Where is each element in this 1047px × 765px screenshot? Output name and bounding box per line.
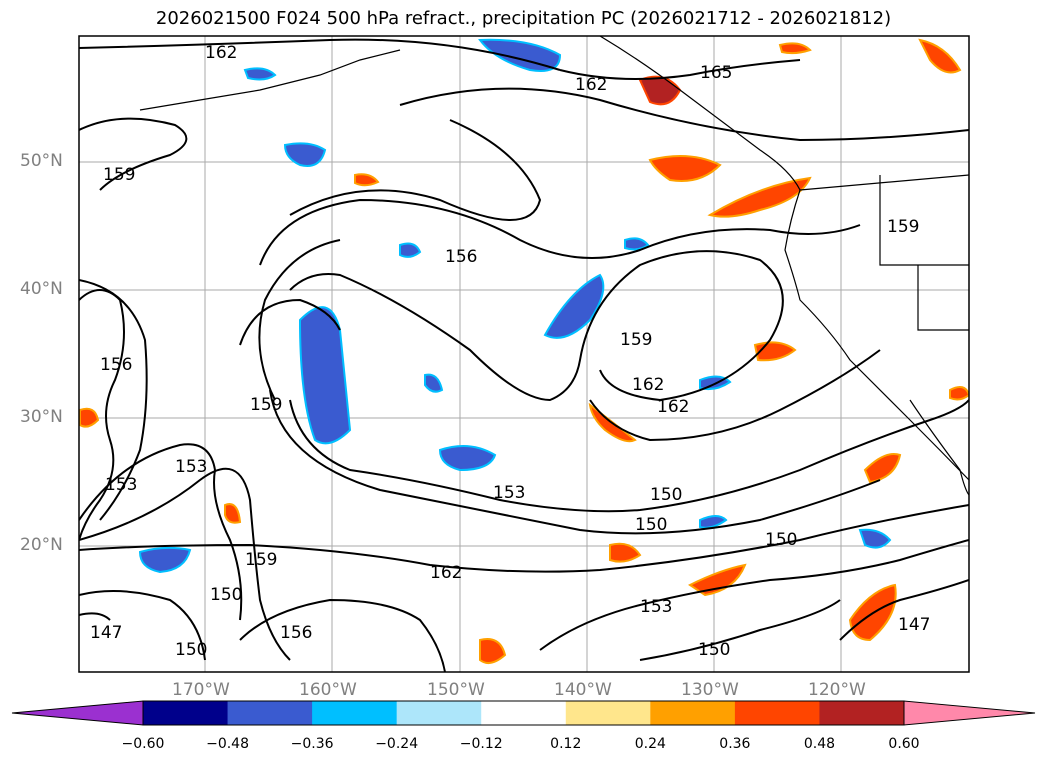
colorbar-segment	[650, 701, 736, 725]
colorbar	[11, 700, 1036, 726]
colorbar-segment	[734, 701, 820, 725]
coastlines	[139, 36, 969, 496]
contour-label: 153	[105, 475, 137, 495]
colorbar-over-arrow	[903, 700, 1036, 726]
contour-label: 159	[620, 330, 652, 350]
contour-label: 162	[575, 75, 607, 95]
refractivity-contours	[79, 38, 969, 672]
colorbar-tick-label: 0.60	[888, 736, 920, 752]
precipitation-shading	[79, 38, 969, 665]
contour-label: 159	[103, 165, 135, 185]
contour-label: 159	[245, 550, 277, 570]
contour-label: 162	[657, 397, 689, 417]
lat-tick-label: 20°N	[20, 535, 63, 555]
contour-label: 147	[898, 615, 930, 635]
contour-label: 162	[205, 43, 237, 63]
colorbar-tick-label: 0.36	[719, 736, 751, 752]
colorbar-tick-label: 0.48	[803, 736, 836, 752]
colorbar-under-arrow	[11, 700, 144, 726]
contour-label: 156	[100, 355, 132, 375]
contour-label: 153	[640, 597, 672, 617]
contour-label: 150	[650, 485, 682, 505]
colorbar-segment	[227, 701, 313, 725]
contour-label: 156	[445, 247, 477, 267]
colorbar-tick-label: 0.24	[634, 736, 666, 752]
colorbar-frame	[142, 700, 905, 726]
colorbar-tick-label: −0.60	[121, 736, 165, 752]
lon-tick-label: 170°W	[172, 680, 230, 700]
contour-label: 159	[887, 217, 919, 237]
contour-label: 162	[430, 563, 462, 583]
contour-label: 156	[280, 623, 312, 643]
contour-label: 150	[698, 640, 730, 660]
contour-label: 150	[635, 515, 667, 535]
lon-tick-label: 120°W	[808, 680, 866, 700]
lat-tick-label: 30°N	[20, 407, 63, 427]
lon-tick-label: 150°W	[427, 680, 485, 700]
colorbar-segment	[565, 701, 651, 725]
colorbar-tick-label: −0.12	[459, 736, 503, 752]
contour-label: 159	[250, 395, 282, 415]
lat-tick-label: 40°N	[20, 279, 63, 299]
colorbar-segment	[819, 701, 905, 725]
contour-labels: 162 165 162 159 159 156 156 159 162 162 …	[90, 43, 930, 660]
contour-label: 150	[210, 585, 242, 605]
contour-label: 153	[493, 483, 525, 503]
contour-label: 153	[175, 457, 207, 477]
contour-label: 165	[700, 63, 732, 83]
contour-label: 162	[632, 375, 664, 395]
map-panel: 162 165 162 159 159 156 156 159 162 162 …	[78, 35, 970, 673]
lon-tick-label: 130°W	[681, 680, 739, 700]
map-frame	[78, 35, 970, 673]
colorbar-segment	[312, 701, 398, 725]
colorbar-segment	[396, 701, 482, 725]
colorbar-tick-label: −0.24	[375, 736, 419, 752]
colorbar-tick-label: −0.48	[206, 736, 249, 752]
lon-tick-label: 160°W	[299, 680, 357, 700]
contour-label: 150	[175, 640, 207, 660]
lon-tick-label: 140°W	[554, 680, 612, 700]
gridlines	[79, 36, 969, 672]
contour-label: 147	[90, 623, 122, 643]
lat-tick-label: 50°N	[20, 151, 63, 171]
colorbar-tick-label: 0.12	[550, 736, 582, 752]
colorbar-segments	[143, 701, 905, 725]
map-title: 2026021500 F024 500 hPa refract., precip…	[155, 8, 892, 29]
colorbar-segment	[481, 701, 567, 725]
colorbar-segment	[143, 701, 229, 725]
colorbar-tick-label: −0.36	[290, 736, 334, 752]
contour-label: 150	[765, 530, 797, 550]
